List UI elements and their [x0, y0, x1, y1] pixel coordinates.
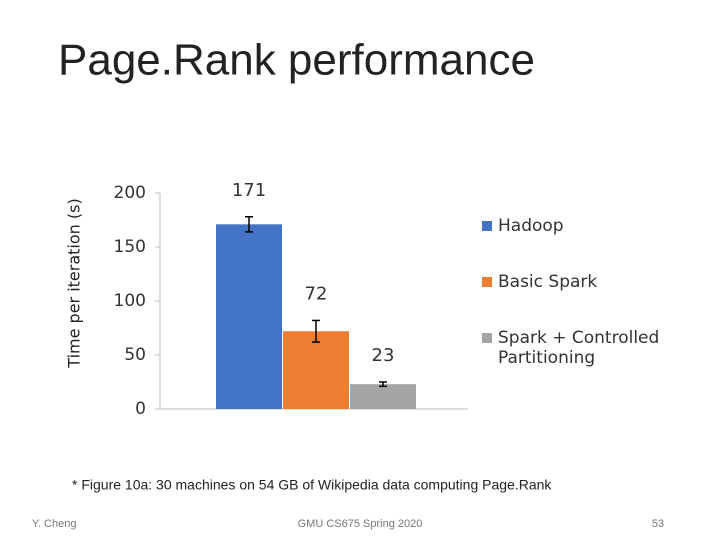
- legend-label: Basic Spark: [498, 272, 598, 292]
- data-label: 23: [372, 345, 395, 366]
- legend-swatch: [482, 277, 492, 287]
- data-label: 171: [232, 180, 266, 201]
- y-tick-label: 200: [114, 183, 146, 203]
- y-tick-label: 0: [135, 399, 146, 419]
- y-tick-label: 50: [124, 345, 146, 365]
- legend-entry: Basic Spark: [482, 272, 672, 292]
- data-label: 72: [305, 283, 328, 304]
- slide-title: Page.Rank performance: [58, 36, 535, 85]
- bar: [216, 224, 282, 409]
- error-bar: [245, 216, 253, 233]
- footer-author: Y. Cheng: [32, 518, 76, 530]
- legend-label: Hadoop: [498, 216, 564, 236]
- legend-entry: Spark + Controlled Partitioning: [482, 328, 672, 368]
- y-tick-label: 150: [114, 237, 146, 257]
- page-number: 53: [652, 518, 664, 530]
- legend-label: Spark + Controlled Partitioning: [498, 328, 660, 368]
- bar: [350, 384, 416, 409]
- footer-course: GMU CS675 Spring 2020: [298, 518, 423, 530]
- y-tick-label: 100: [114, 291, 146, 311]
- legend-swatch: [482, 333, 492, 343]
- y-axis-label: Time per iteration (s): [65, 198, 84, 368]
- error-bar: [312, 319, 320, 343]
- error-bar: [379, 381, 387, 388]
- footnote: * Figure 10a: 30 machines on 54 GB of Wi…: [72, 477, 552, 493]
- legend-entry: Hadoop: [482, 216, 672, 236]
- legend-swatch: [482, 221, 492, 231]
- bar: [283, 331, 349, 409]
